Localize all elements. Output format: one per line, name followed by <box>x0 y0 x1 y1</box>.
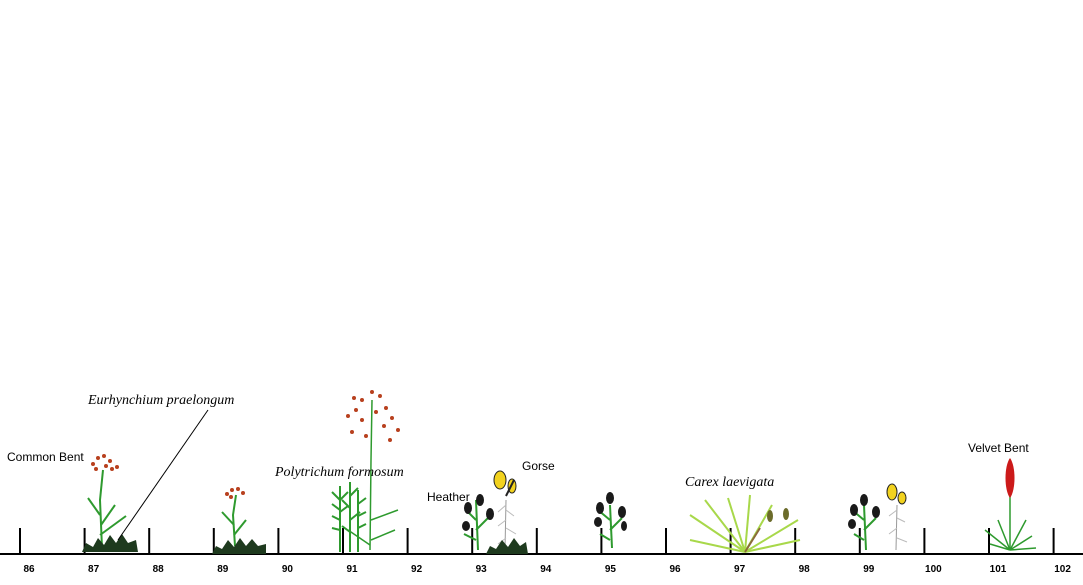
moss-93 <box>486 538 528 554</box>
common-bent-plant-89 <box>221 487 247 547</box>
scale-tick-label: 97 <box>734 564 746 575</box>
scale-tick-label: 91 <box>346 564 358 575</box>
scale-tick-label: 86 <box>23 564 35 575</box>
scale-tick-label: 93 <box>475 564 487 575</box>
scale-tick-label: 100 <box>925 564 942 575</box>
velvet-bent-plant <box>984 458 1037 551</box>
heather-label: Heather <box>427 490 470 504</box>
carex-sedge <box>689 494 801 553</box>
scale-tick-label: 96 <box>669 564 681 575</box>
heather-plant-95 <box>594 492 627 549</box>
eurhynchium-pointer <box>117 409 209 541</box>
common-bent-plant <box>87 454 127 549</box>
transect-ticks <box>19 528 1055 554</box>
scale-tick-label: 101 <box>989 564 1007 575</box>
gorse-plant <box>493 470 517 551</box>
scale-tick-label: 90 <box>281 564 293 575</box>
scale-tick-label: 99 <box>863 564 875 575</box>
polytrichum-moss <box>331 482 367 552</box>
scale-tick-label: 98 <box>798 564 810 575</box>
scale-tick-label: 87 <box>88 564 100 575</box>
gorse-plant-99 <box>886 483 908 551</box>
eurhynchium-moss <box>82 534 138 552</box>
eurhynchium-label: Eurhynchium praelongum <box>88 393 235 408</box>
scale-tick-label: 94 <box>540 564 552 575</box>
heather-plant-93 <box>462 494 494 551</box>
carex-label: Carex laevigata <box>685 475 775 490</box>
scale-tick-label: 92 <box>411 564 423 575</box>
scale-tick-label: 89 <box>217 564 229 575</box>
velvet-bent-label: Velvet Bent <box>968 441 1029 455</box>
tall-grass-plant <box>346 390 400 551</box>
gorse-label: Gorse <box>522 459 555 473</box>
polytrichum-label: Polytrichum formosum <box>275 465 404 480</box>
moss-89 <box>212 538 266 554</box>
common-bent-label: Common Bent <box>7 450 84 464</box>
scale-tick-label: 88 <box>152 564 164 575</box>
scale-tick-label: 95 <box>604 564 616 575</box>
scale-tick-label: 102 <box>1054 564 1071 575</box>
carex-seeds <box>767 508 789 522</box>
heather-plant-99 <box>848 494 880 551</box>
